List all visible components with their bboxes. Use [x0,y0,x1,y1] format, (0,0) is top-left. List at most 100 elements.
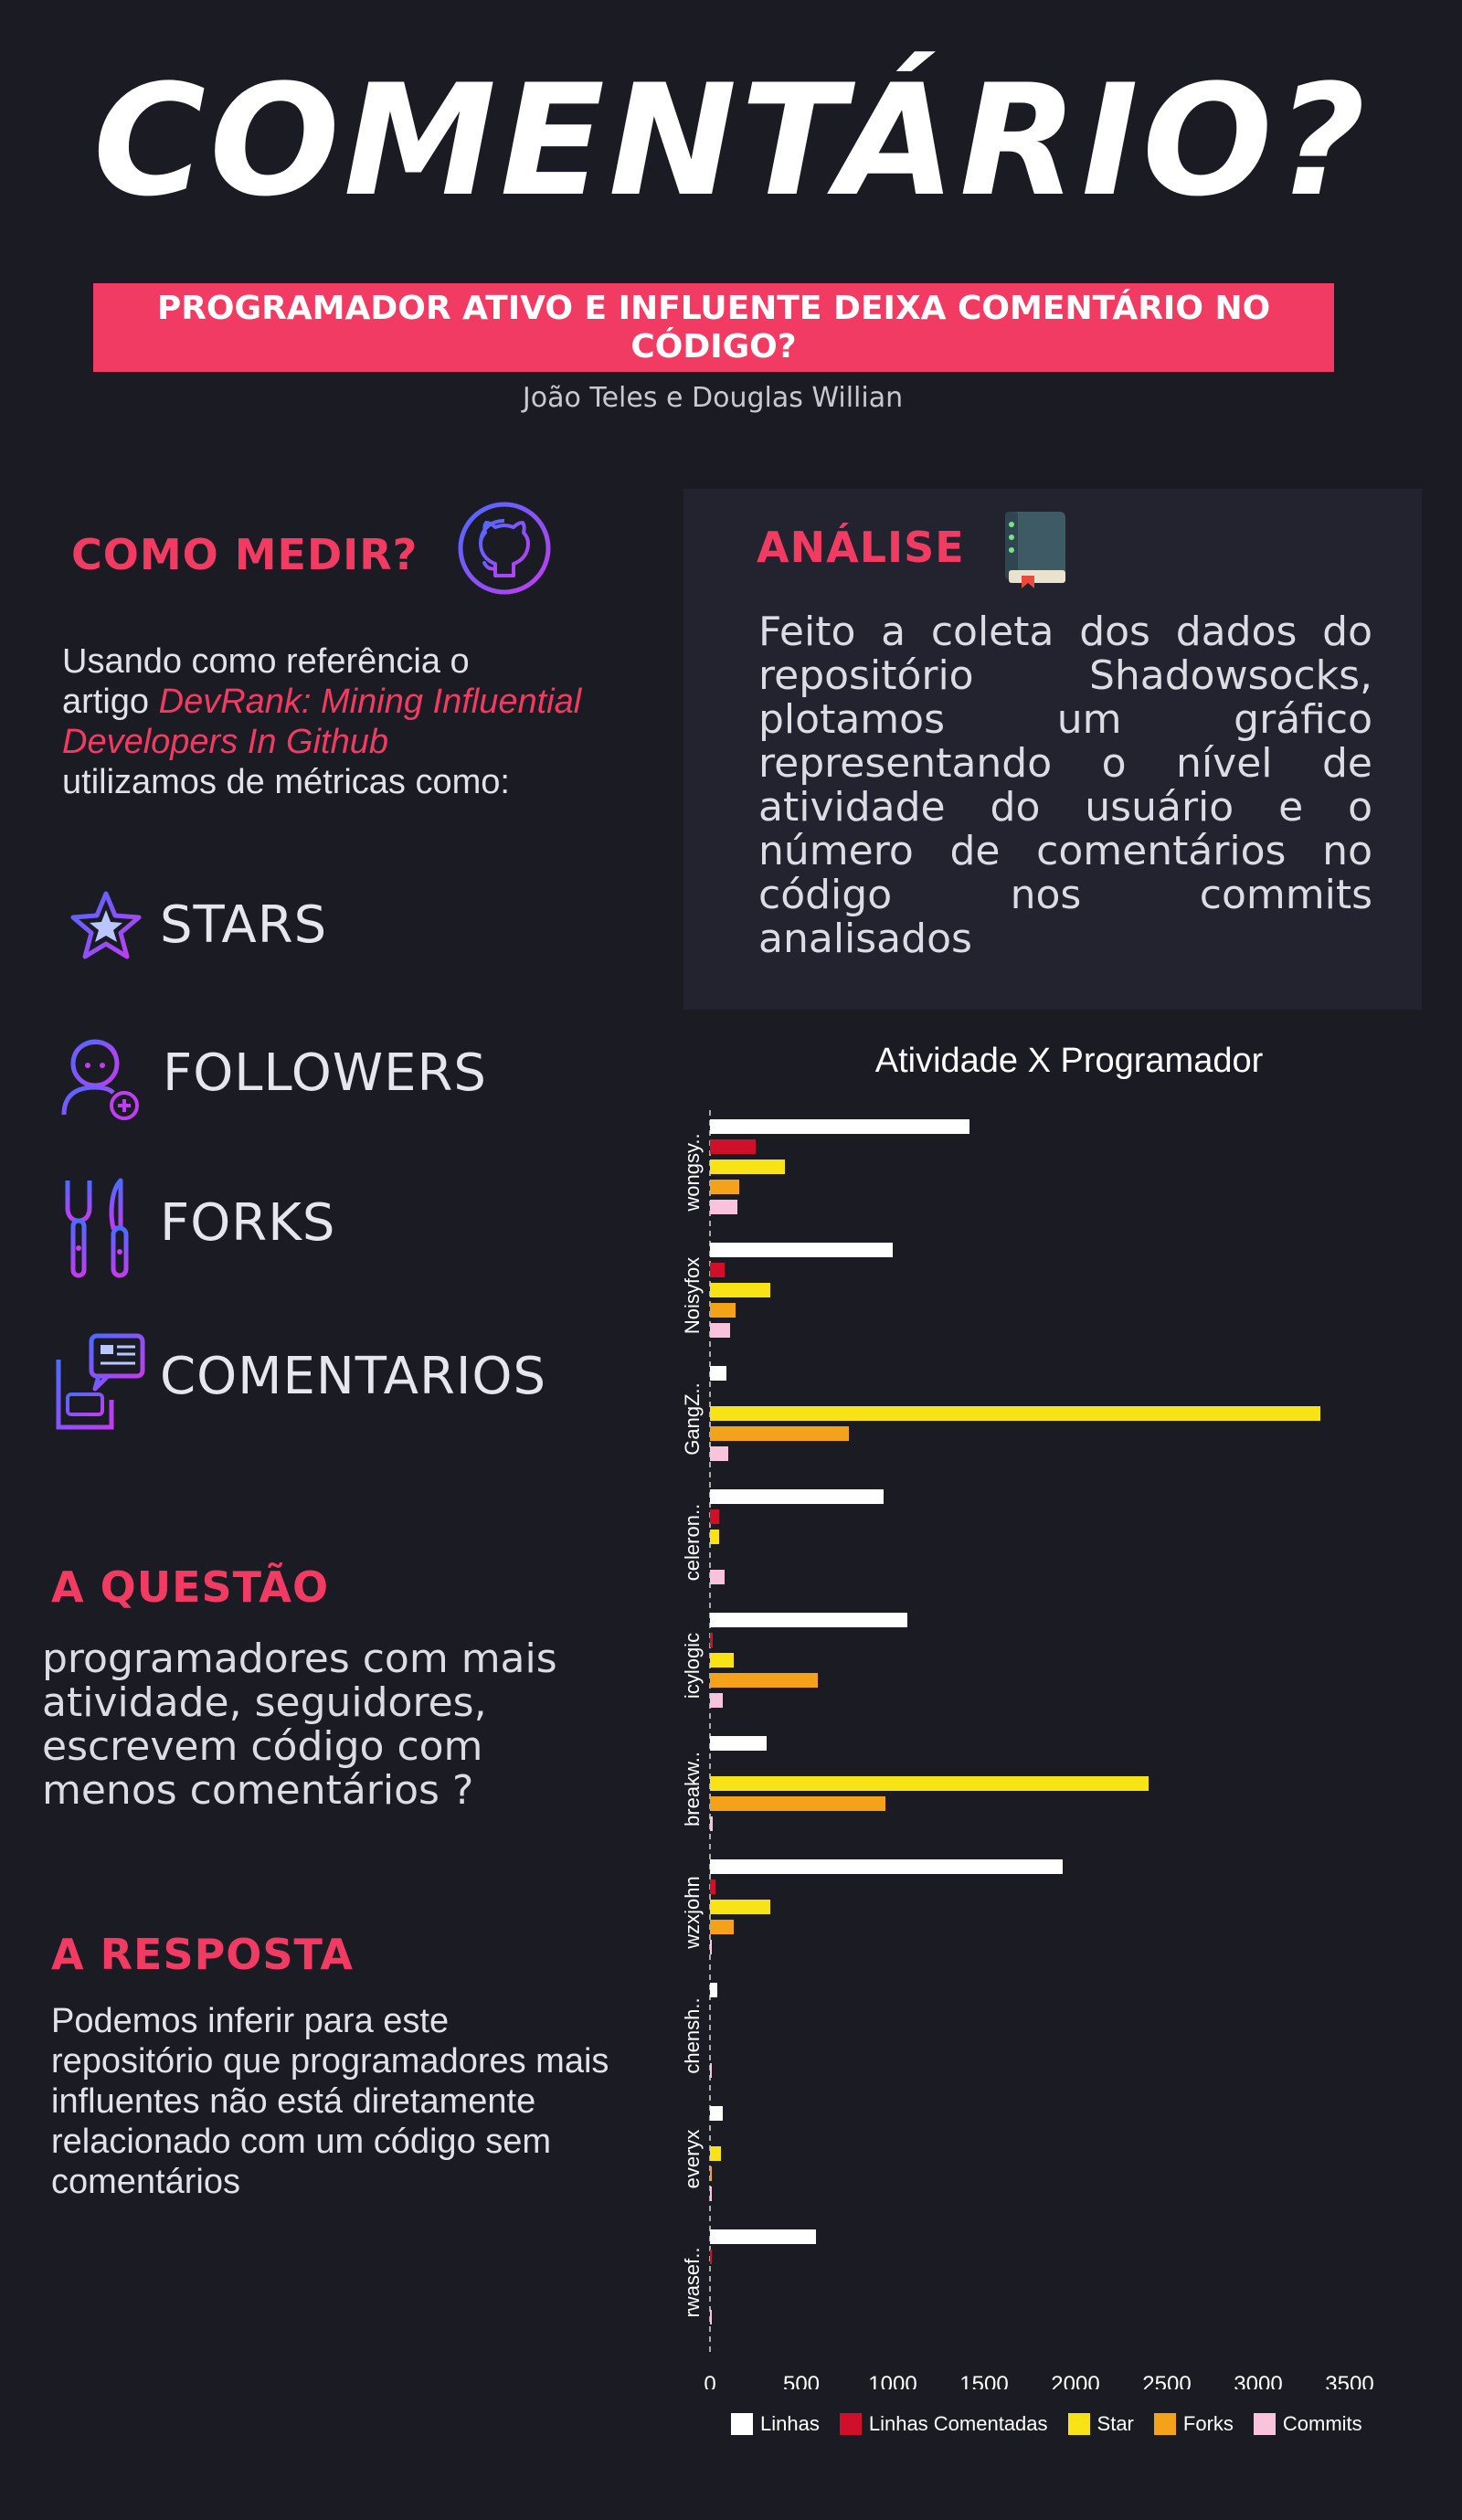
legend-swatch [839,2413,862,2435]
bar-commits-5 [710,1816,713,1831]
category-label: wongsy.. [681,1133,704,1212]
legend-label: Linhas [760,2412,820,2435]
bar-linhas-comentadas-6 [710,1879,715,1894]
bar-commits-0 [710,1200,737,1214]
bar-linhas-6 [710,1859,1063,1874]
bar-linhas-8 [710,2106,723,2121]
legend-swatch [1153,2413,1176,2435]
bar-commits-7 [710,2063,712,2078]
subtitle-text: PROGRAMADOR ATIVO E INFLUENTE DEIXA COME… [156,289,1271,365]
legend-swatch [1253,2413,1276,2435]
bar-linhas-1 [710,1243,893,1257]
legend-swatch [731,2413,753,2435]
bar-linhas-4 [710,1613,907,1627]
legend-label: Linhas Comentadas [868,2412,1048,2435]
bar-linhas-comentadas-0 [710,1139,756,1154]
legend-label: Forks [1182,2412,1234,2435]
bar-commits-2 [710,1446,728,1461]
legend-item: Linhas [731,2412,820,2436]
bar-linhas-0 [710,1119,969,1134]
resposta-text: Podemos inferir para este repositório qu… [51,2002,609,2201]
bar-commits-8 [710,2186,712,2201]
legend-label: Commits [1282,2412,1362,2435]
x-tick-label: 3000 [1234,2372,1282,2389]
legend-swatch [1067,2413,1090,2435]
bar-linhas-7 [710,1983,717,1997]
category-label: GangZ.. [681,1382,704,1455]
metric-followers: FOLLOWERS [163,1043,487,1103]
bar-star-6 [710,1900,770,1914]
category-label: rwasef.. [681,2247,704,2317]
bar-linhas-comentadas-1 [710,1263,725,1277]
como-medir-heading: COMO MEDIR? [71,530,418,579]
page-title: COMENTÁRIO? [92,51,1370,230]
x-tick-label: 1500 [959,2372,1008,2389]
category-label: everyx [681,2130,704,2189]
analise-heading: ANÁLISE [757,523,965,572]
bar-linhas-comentadas-4 [710,1633,713,1647]
legend-item: Linhas Comentadas [839,2412,1048,2436]
category-label: chensh.. [681,1997,704,2073]
category-label: celeron.. [681,1504,704,1581]
bar-commits-1 [710,1323,730,1338]
category-label: Noisyfox [681,1257,704,1334]
chart-title: Atividade X Programador [874,1042,1264,1080]
bar-linhas-comentadas-9 [710,2250,712,2264]
bar-forks-2 [710,1426,849,1441]
bar-star-0 [710,1159,785,1174]
bar-star-3 [710,1530,719,1544]
chart-legend: Linhas Linhas Comentadas Star Forks Commits [731,2412,1444,2436]
x-tick-label: 0 [704,2372,715,2389]
legend-item: Star [1067,2412,1134,2436]
category-label: wzxjohn [681,1876,704,1949]
bar-commits-3 [710,1570,725,1584]
authors: João Teles e Douglas Willian [522,382,904,414]
bar-forks-4 [710,1673,818,1688]
github-icon [457,501,552,599]
metric-forks: FORKS [160,1193,336,1253]
bar-commits-4 [710,1693,723,1708]
como-medir-text: Usando como referência o artigo DevRank:… [62,641,610,802]
bar-linhas-3 [710,1489,884,1504]
bar-forks-0 [710,1180,739,1194]
metric-comentarios: COMENTARIOS [160,1347,546,1406]
bar-forks-1 [710,1303,736,1318]
bar-star-4 [710,1653,734,1668]
bar-star-1 [710,1283,770,1297]
resposta-heading: A RESPOSTA [51,1930,354,1979]
bar-commits-6 [710,1940,712,1954]
x-tick-label: 2000 [1051,2372,1099,2389]
legend-item: Forks [1153,2412,1234,2436]
bar-linhas-2 [710,1366,726,1381]
comment-document-icon [55,1332,146,1436]
x-tick-label: 2500 [1142,2372,1191,2389]
bar-linhas-9 [710,2229,816,2244]
x-tick-label: 3500 [1325,2372,1373,2389]
category-label: icylogic [681,1633,704,1699]
subtitle-banner: PROGRAMADOR ATIVO E INFLUENTE DEIXA COME… [93,283,1334,372]
x-tick-label: 1000 [868,2372,916,2389]
bar-chart: wongsy.. Noisyfox GangZ.. celeron.. icylogic… [681,1110,1374,2389]
fork-knife-icon [60,1177,137,1283]
bar-star-5 [710,1776,1149,1791]
legend-label: Star [1096,2412,1134,2435]
legend-item: Commits [1253,2412,1362,2436]
star-icon [53,888,144,970]
bar-forks-5 [710,1796,885,1811]
intro-line-3: utilizamos de métricas como: [62,763,510,801]
bar-linhas-comentadas-3 [710,1509,719,1524]
questao-text: programadores com mais atividade, seguid… [42,1636,557,1814]
bar-star-8 [710,2146,721,2161]
intro-artigo: artigo [62,683,159,721]
bar-forks-6 [710,1920,734,1934]
article-title: DevRank: Mining Influential Developers I… [62,683,582,761]
metric-stars: STARS [160,895,328,955]
book-icon [1000,510,1071,592]
questao-heading: A QUESTÃO [51,1562,330,1612]
intro-line-2: artigo DevRank: Mining Influential Devel… [62,682,610,762]
analise-text: Feito a coleta dos dados do repositório … [758,609,1372,962]
bar-linhas-5 [710,1736,767,1751]
follower-icon [55,1027,143,1126]
x-tick-label: 500 [783,2372,820,2389]
bar-star-2 [710,1406,1320,1421]
